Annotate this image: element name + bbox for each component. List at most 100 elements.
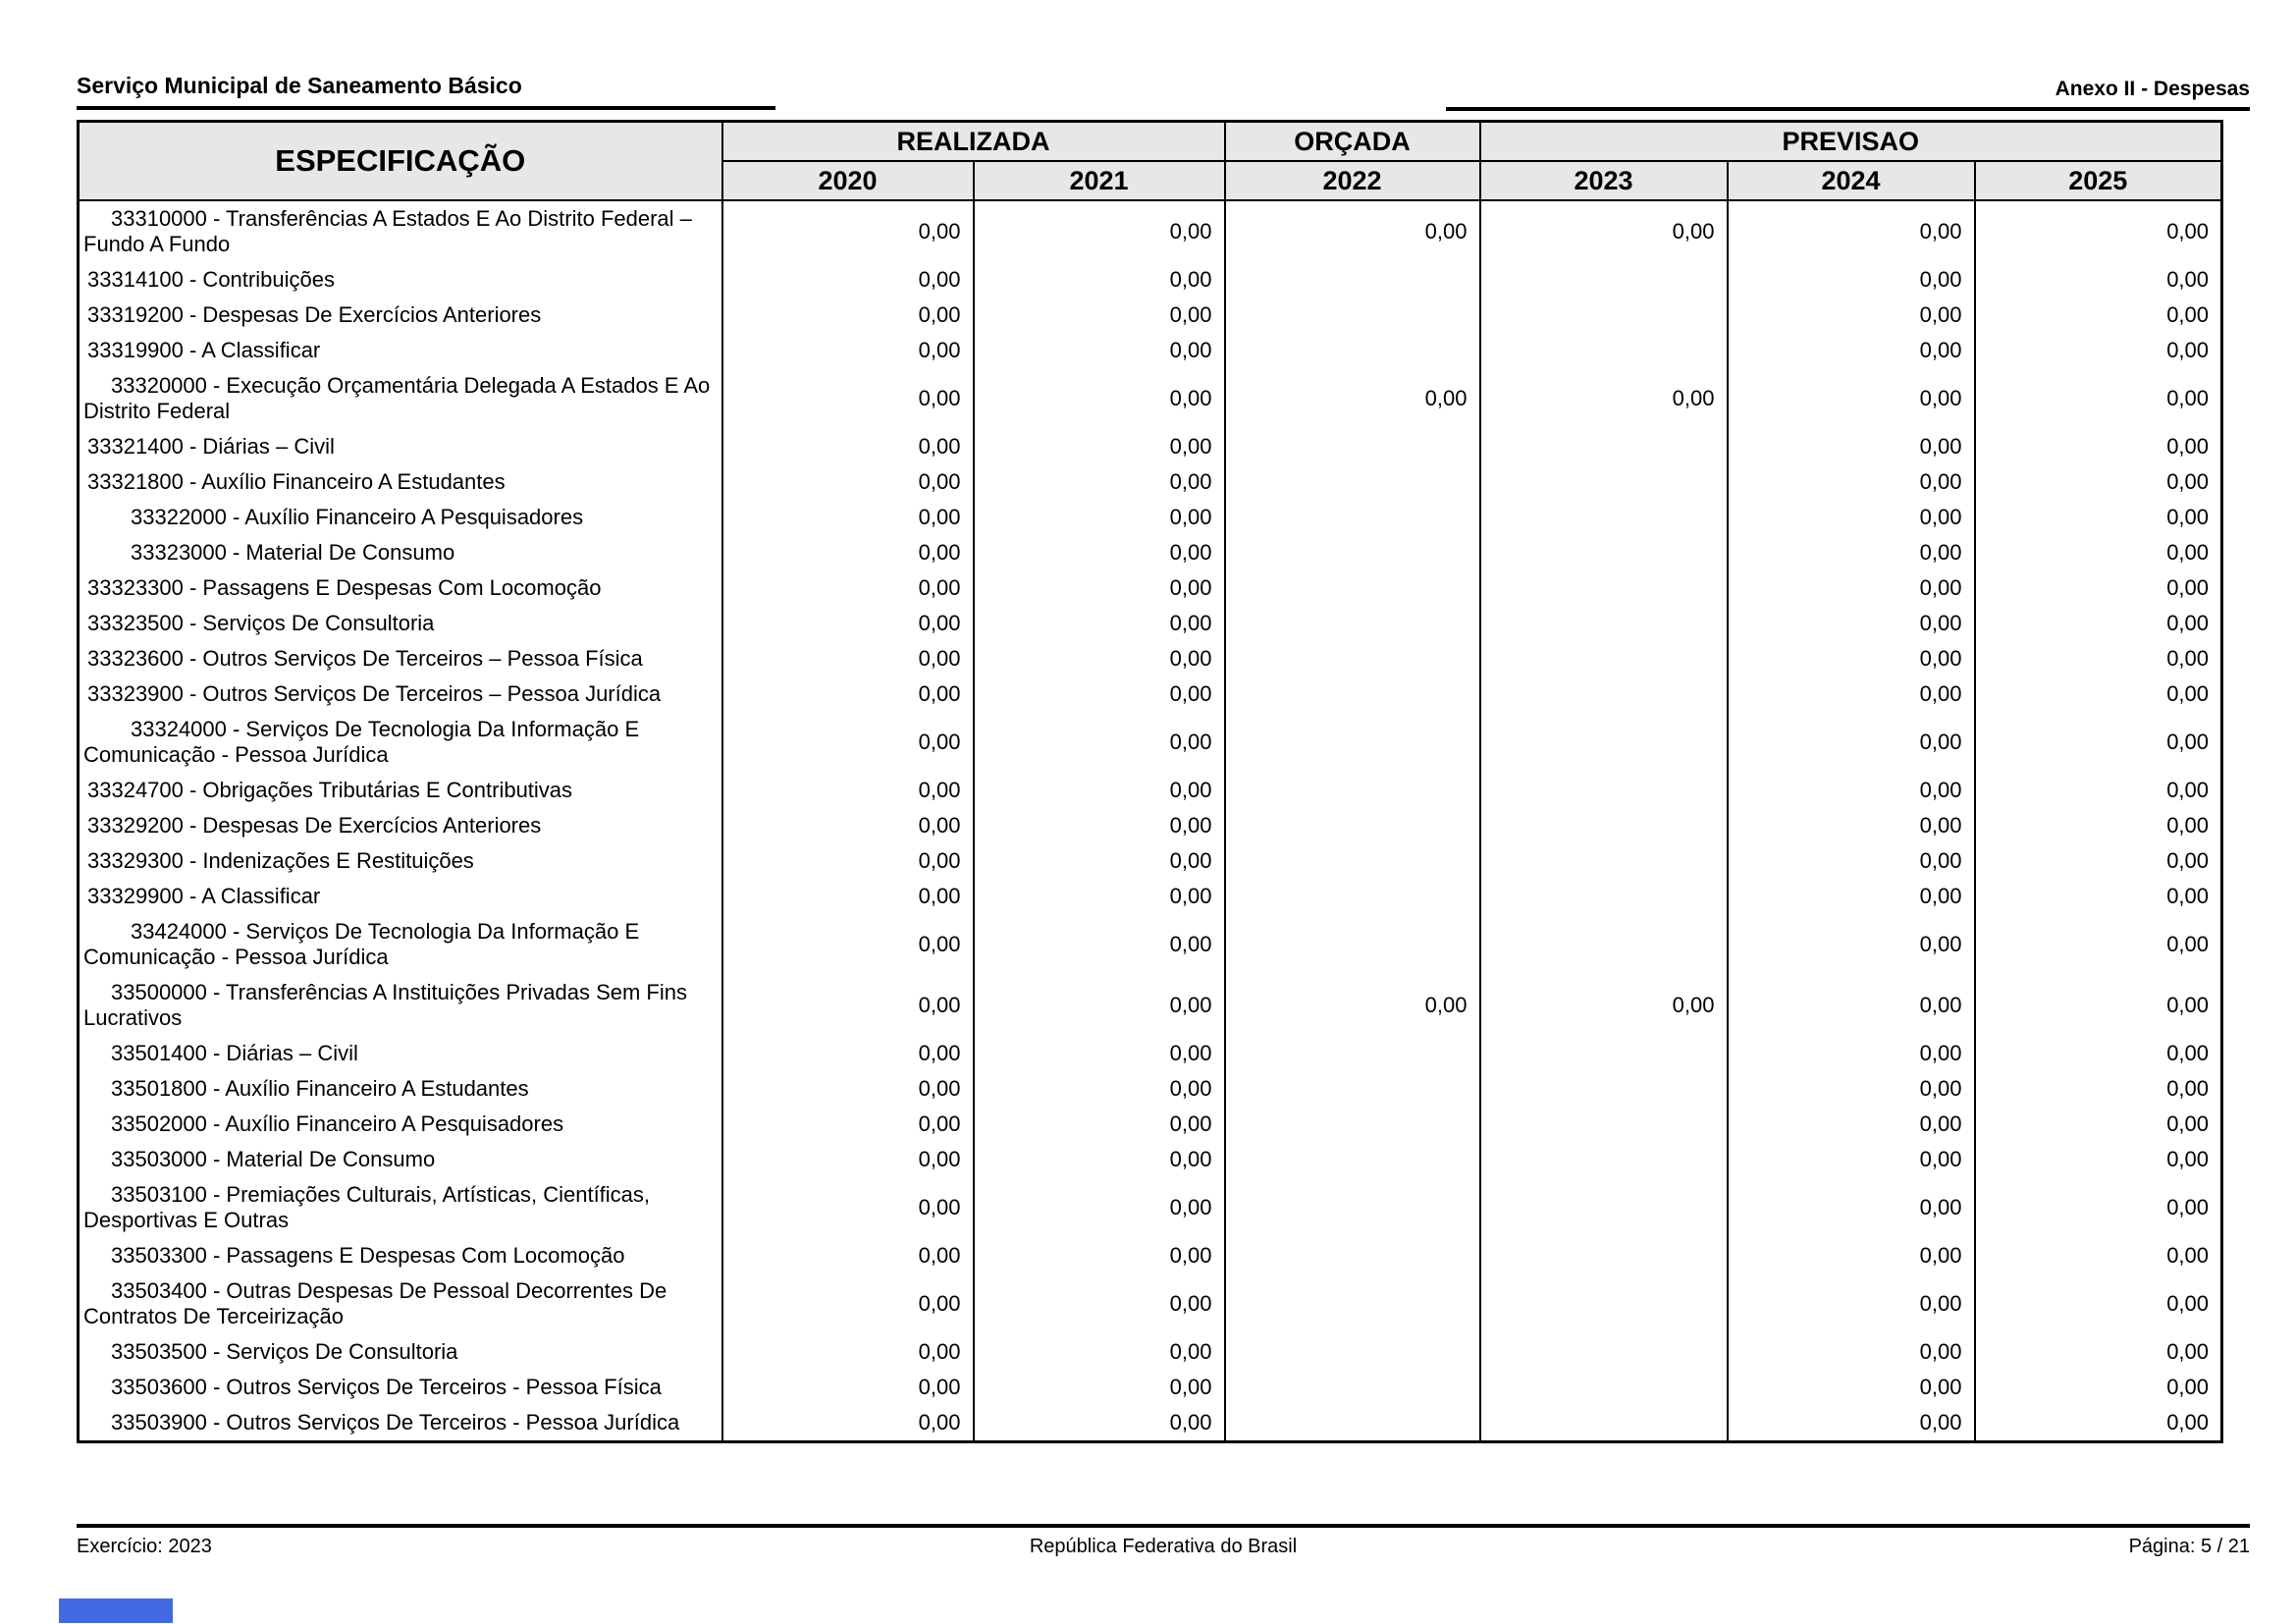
value-cell-2022 xyxy=(1223,843,1481,879)
value-cell-2020: 0,00 xyxy=(721,1334,975,1370)
spec-cell: 33314100 - Contribuições xyxy=(77,262,723,298)
value-cell-2025: 0,00 xyxy=(1973,914,2223,975)
value-cell-2023 xyxy=(1478,879,1729,914)
footer-exercise: Exercício: 2023 xyxy=(77,1536,212,1557)
value-cell-2023 xyxy=(1478,641,1729,677)
value-cell-2020: 0,00 xyxy=(721,464,975,500)
value-cell-2020: 0,00 xyxy=(721,879,975,914)
table-row: 33503500 - Serviços De Consultoria 0,00 … xyxy=(77,1334,2223,1370)
value-cell-2020: 0,00 xyxy=(721,1071,975,1107)
table-row: 33324000 - Serviços De Tecnologia Da Inf… xyxy=(77,712,2223,773)
value-cell-2020: 0,00 xyxy=(721,570,975,606)
value-cell-2023 xyxy=(1478,1107,1729,1142)
value-cell-2023 xyxy=(1478,606,1729,641)
table-row: 33329300 - Indenizações E Restituições 0… xyxy=(77,843,2223,879)
table-row: 33321800 - Auxílio Financeiro A Estudant… xyxy=(77,464,2223,500)
table-row: 33503100 - Premiações Culturais, Artísti… xyxy=(77,1177,2223,1238)
value-cell-2023 xyxy=(1478,262,1729,298)
table-row: 33329200 - Despesas De Exercícios Anteri… xyxy=(77,808,2223,843)
value-cell-2023 xyxy=(1478,1036,1729,1071)
value-cell-2025: 0,00 xyxy=(1973,368,2223,429)
table-row: 33310000 - Transferências A Estados E Ao… xyxy=(77,200,2223,262)
value-cell-2024: 0,00 xyxy=(1726,368,1976,429)
value-cell-2023 xyxy=(1478,843,1729,879)
spec-cell: 33503400 - Outras Despesas De Pessoal De… xyxy=(77,1273,723,1334)
value-cell-2022 xyxy=(1223,1142,1481,1177)
value-cell-2023: 0,00 xyxy=(1478,200,1729,262)
value-cell-2020: 0,00 xyxy=(721,1238,975,1273)
value-cell-2024: 0,00 xyxy=(1726,712,1976,773)
value-cell-2023 xyxy=(1478,333,1729,368)
value-cell-2021: 0,00 xyxy=(972,368,1226,429)
value-cell-2024: 0,00 xyxy=(1726,914,1976,975)
value-cell-2024: 0,00 xyxy=(1726,606,1976,641)
value-cell-2021: 0,00 xyxy=(972,298,1226,333)
value-cell-2025: 0,00 xyxy=(1973,1370,2223,1405)
value-cell-2022 xyxy=(1223,298,1481,333)
value-cell-2021: 0,00 xyxy=(972,879,1226,914)
value-cell-2023 xyxy=(1478,500,1729,535)
value-cell-2025: 0,00 xyxy=(1973,535,2223,570)
value-cell-2023 xyxy=(1478,535,1729,570)
value-cell-2021: 0,00 xyxy=(972,1370,1226,1405)
value-cell-2022 xyxy=(1223,879,1481,914)
value-cell-2023 xyxy=(1478,1370,1729,1405)
value-cell-2023 xyxy=(1478,773,1729,808)
table-row: 33329900 - A Classificar 0,00 0,00 0,00 … xyxy=(77,879,2223,914)
value-cell-2025: 0,00 xyxy=(1973,1238,2223,1273)
year-header-2022: 2022 xyxy=(1223,160,1481,201)
group-header-realizada: REALIZADA xyxy=(721,120,1226,162)
footer-country: República Federativa do Brasil xyxy=(1029,1536,1298,1557)
value-cell-2022 xyxy=(1223,1238,1481,1273)
value-cell-2021: 0,00 xyxy=(972,1238,1226,1273)
value-cell-2025: 0,00 xyxy=(1973,975,2223,1036)
value-cell-2025: 0,00 xyxy=(1973,879,2223,914)
value-cell-2020: 0,00 xyxy=(721,975,975,1036)
value-cell-2023 xyxy=(1478,298,1729,333)
value-cell-2022 xyxy=(1223,677,1481,712)
value-cell-2020: 0,00 xyxy=(721,1370,975,1405)
spec-cell: 33503500 - Serviços De Consultoria xyxy=(77,1334,723,1370)
value-cell-2025: 0,00 xyxy=(1973,200,2223,262)
value-cell-2020: 0,00 xyxy=(721,200,975,262)
spec-cell: 33329200 - Despesas De Exercícios Anteri… xyxy=(77,808,723,843)
spec-cell: 33503000 - Material De Consumo xyxy=(77,1142,723,1177)
value-cell-2021: 0,00 xyxy=(972,1177,1226,1238)
value-cell-2022 xyxy=(1223,1334,1481,1370)
table-row: 33314100 - Contribuições 0,00 0,00 0,00 … xyxy=(77,262,2223,298)
value-cell-2024: 0,00 xyxy=(1726,464,1976,500)
value-cell-2020: 0,00 xyxy=(721,429,975,464)
table-row: 33319900 - A Classificar 0,00 0,00 0,00 … xyxy=(77,333,2223,368)
value-cell-2025: 0,00 xyxy=(1973,262,2223,298)
value-cell-2022 xyxy=(1223,535,1481,570)
spec-cell: 33329900 - A Classificar xyxy=(77,879,723,914)
group-header-row: ESPECIFICAÇÃO REALIZADA ORÇADA PREVISAO xyxy=(77,120,2223,201)
value-cell-2020: 0,00 xyxy=(721,333,975,368)
value-cell-2020: 0,00 xyxy=(721,1142,975,1177)
value-cell-2021: 0,00 xyxy=(972,641,1226,677)
value-cell-2024: 0,00 xyxy=(1726,808,1976,843)
value-cell-2024: 0,00 xyxy=(1726,975,1976,1036)
value-cell-2023 xyxy=(1478,1238,1729,1273)
value-cell-2021: 0,00 xyxy=(972,1405,1226,1442)
value-cell-2023 xyxy=(1478,712,1729,773)
value-cell-2023 xyxy=(1478,914,1729,975)
value-cell-2021: 0,00 xyxy=(972,712,1226,773)
value-cell-2022 xyxy=(1223,641,1481,677)
value-cell-2025: 0,00 xyxy=(1973,429,2223,464)
value-cell-2024: 0,00 xyxy=(1726,773,1976,808)
year-header-2021: 2021 xyxy=(972,160,1226,201)
value-cell-2025: 0,00 xyxy=(1973,677,2223,712)
value-cell-2020: 0,00 xyxy=(721,843,975,879)
value-cell-2023 xyxy=(1478,1142,1729,1177)
table-row: 33500000 - Transferências A Instituições… xyxy=(77,975,2223,1036)
table-row: 33324700 - Obrigações Tributárias E Cont… xyxy=(77,773,2223,808)
value-cell-2022 xyxy=(1223,808,1481,843)
value-cell-2021: 0,00 xyxy=(972,464,1226,500)
value-cell-2022 xyxy=(1223,464,1481,500)
spec-cell: 33323000 - Material De Consumo xyxy=(77,535,723,570)
spec-cell: 33319200 - Despesas De Exercícios Anteri… xyxy=(77,298,723,333)
table-row: 33503000 - Material De Consumo 0,00 0,00… xyxy=(77,1142,2223,1177)
spec-cell: 33322000 - Auxílio Financeiro A Pesquisa… xyxy=(77,500,723,535)
value-cell-2020: 0,00 xyxy=(721,914,975,975)
